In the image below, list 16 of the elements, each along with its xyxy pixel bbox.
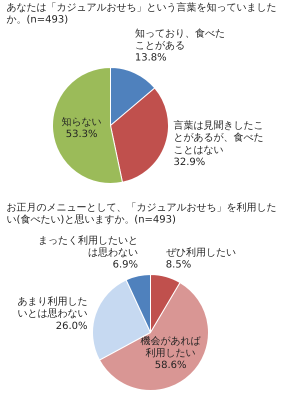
- data-label: 8.5%: [166, 260, 192, 270]
- slice-label: 知らない: [62, 116, 102, 128]
- data-label: 13.8%: [134, 52, 167, 64]
- slice-label: ぜひ利用したい: [166, 246, 236, 258]
- data-label: 6.9%: [112, 260, 138, 270]
- data-label: 58.6%: [154, 360, 187, 371]
- slice-label: あまり利用したいとは思わない: [18, 296, 88, 320]
- slice-label: 言葉は見聞きしたことがあるが、食べたことはない: [174, 120, 264, 156]
- data-label: 26.0%: [56, 320, 88, 332]
- data-label: 32.9%: [174, 156, 206, 168]
- chart-title: あなたは「カジュアルおせち」という言葉を知っていましたか。(n=493): [6, 2, 276, 26]
- chart-title: お正月のメニューとして、「カジュアルおせち」を利用したい(食べたい)と思いますか。(n=493): [6, 202, 276, 226]
- slice-label: 知っており、食べたことがある: [134, 27, 225, 52]
- slice-label: まったく利用したいとは思わない: [38, 234, 138, 258]
- slice-label: 機会があれば利用したい: [140, 334, 202, 359]
- data-label: 53.3%: [66, 129, 98, 140]
